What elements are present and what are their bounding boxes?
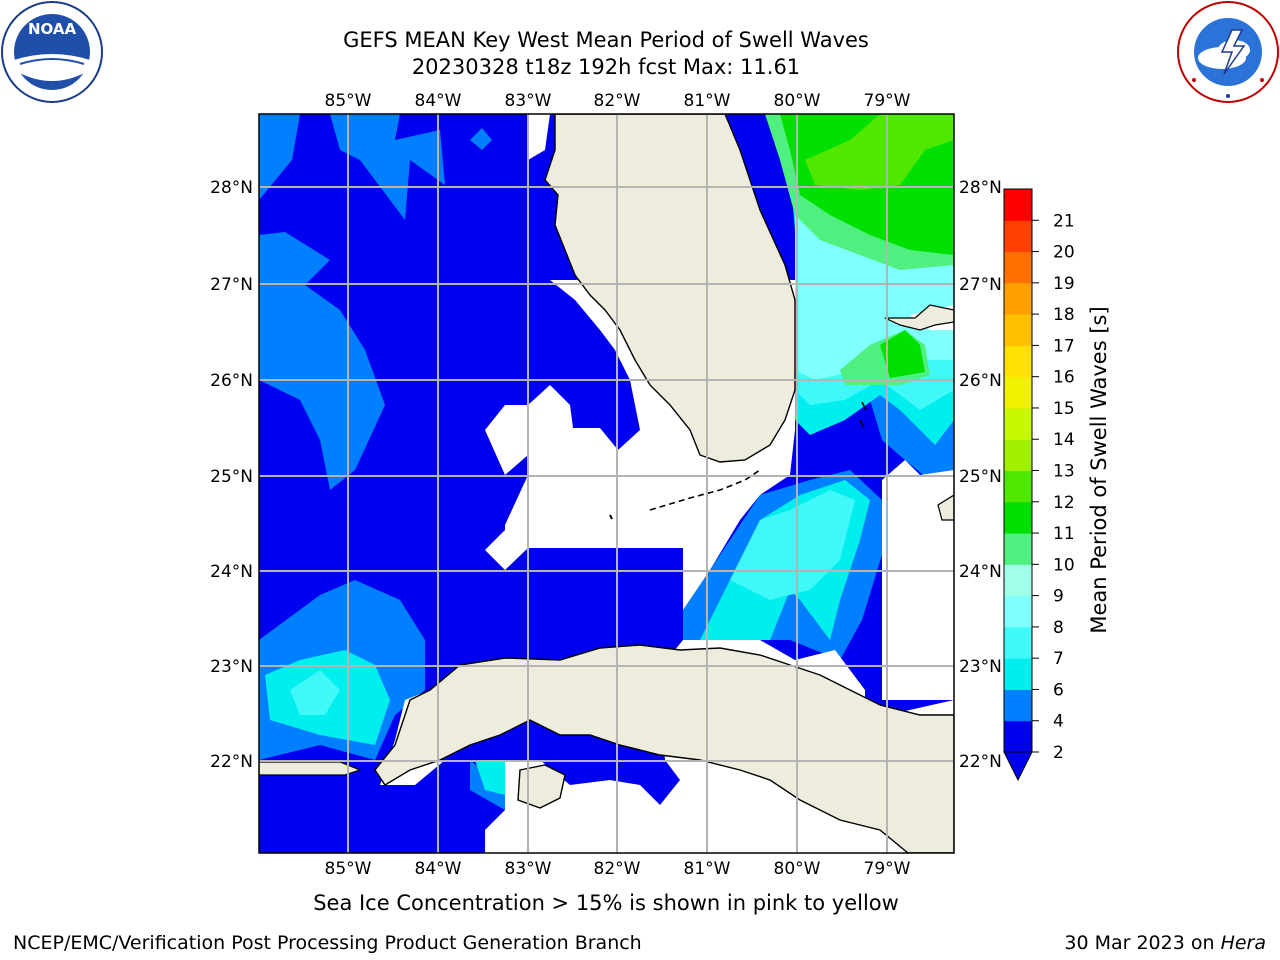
lon-label: 84°W [415, 91, 462, 111]
lat-label: 22°N [959, 752, 1002, 772]
colorbar-tick-label: 15 [1053, 399, 1075, 419]
lat-label: 25°N [959, 467, 1002, 487]
graticule [259, 114, 954, 853]
colorbar-swatch [1004, 314, 1032, 346]
colorbar-ticks: 2 4 6 7 8 9 10 11 12 13 14 15 16 17 18 19 20 21 [1032, 211, 1075, 763]
colorbar-swatch [1004, 658, 1032, 690]
isle-of-youth [517, 764, 566, 809]
colorbar-tick-label: 11 [1053, 524, 1075, 544]
lat-label: 27°N [959, 275, 1002, 295]
lat-label: 28°N [959, 178, 1002, 198]
colorbar-label: Mean Period of Swell Waves [s] [1087, 306, 1111, 633]
lon-labels-top: 85°W 84°W 83°W 82°W 81°W 80°W 79°W [325, 91, 911, 111]
colorbar-swatch [1004, 689, 1032, 722]
lon-label: 83°W [505, 91, 552, 111]
yucatan-landmass [259, 761, 362, 776]
lat-label: 23°N [959, 657, 1002, 677]
colorbar-swatch [1004, 595, 1032, 628]
colorbar-swatch [1004, 533, 1032, 565]
lon-label: 82°W [594, 859, 641, 879]
colorbar-swatch [1004, 251, 1032, 284]
colorbar-swatch [1004, 189, 1032, 221]
contour-7-8s [290, 670, 340, 715]
lon-label: 81°W [684, 91, 731, 111]
noaa-wordmark: NOAA [28, 20, 77, 38]
lon-label: 81°W [684, 859, 731, 879]
lat-label: 27°N [210, 275, 253, 295]
lat-label: 26°N [959, 371, 1002, 391]
map-frame [258, 113, 955, 854]
lon-label: 79°W [864, 859, 911, 879]
lon-label: 85°W [325, 91, 372, 111]
contour-4-6s [259, 114, 300, 200]
generation-stamp: 30 Mar 2023 on Hera [1064, 932, 1266, 954]
lon-labels-bottom: 85°W 84°W 83°W 82°W 81°W 80°W 79°W [325, 859, 911, 879]
lat-label: 26°N [210, 371, 253, 391]
colorbar-tick-label: 10 [1053, 555, 1075, 575]
contour-11-12s [805, 114, 954, 190]
machine-name: Hera [1220, 932, 1266, 954]
cuba-landmass [374, 644, 954, 853]
lat-label: 22°N [210, 752, 253, 772]
colorbar-tick-label: 21 [1053, 211, 1075, 231]
bahamas-landmass [884, 304, 954, 331]
colorbar-tick-label: 13 [1053, 462, 1075, 482]
generation-date: 30 Mar 2023 on [1064, 932, 1221, 954]
colorbar-tick-label: 7 [1053, 649, 1064, 669]
masked-nodata [528, 114, 550, 160]
colorbar-swatch [1004, 626, 1032, 659]
colorbar-extend-arrow [1003, 751, 1033, 782]
colorbar-tick-label: 17 [1053, 336, 1075, 356]
colorbar-swatch [1004, 470, 1032, 503]
sea-ice-note: Sea Ice Concentration > 15% is shown in … [313, 891, 899, 915]
lon-label: 83°W [505, 859, 552, 879]
producer-credit: NCEP/EMC/Verification Post Processing Pr… [13, 932, 642, 954]
lat-labels-right: 28°N 27°N 26°N 25°N 24°N 23°N 22°N [959, 178, 1002, 772]
colorbar-tick-label: 8 [1053, 618, 1064, 638]
colorbar-tick-label: 14 [1053, 430, 1075, 450]
colorbar-tick-label: 18 [1053, 305, 1075, 325]
swell-period-field [259, 114, 954, 853]
map-title: GEFS MEAN Key West Mean Period of Swell … [343, 28, 869, 52]
colorbar-swatches [1004, 189, 1032, 753]
colorbar-tick-label: 16 [1053, 368, 1075, 388]
colorbar-swatch [1004, 220, 1032, 253]
colorbar-tick-label: 9 [1053, 587, 1064, 607]
lon-label: 85°W [325, 859, 372, 879]
lat-label: 23°N [210, 657, 253, 677]
lon-label: 84°W [415, 859, 462, 879]
colorbar-tick-label: 12 [1053, 493, 1075, 513]
lat-label: 28°N [210, 178, 253, 198]
lat-label: 25°N [210, 467, 253, 487]
lat-label: 24°N [210, 562, 253, 582]
forecast-subtitle: 20230328 t18z 192h fcst Max: 11.61 [411, 55, 801, 79]
nws-logo [1177, 1, 1279, 103]
colorbar-swatch [1004, 345, 1032, 378]
lon-label: 80°W [774, 859, 821, 879]
colorbar-tick-label: 19 [1053, 274, 1075, 294]
lat-labels-left: 28°N 27°N 26°N 25°N 24°N 23°N 22°N [210, 178, 253, 772]
lon-label: 80°W [774, 91, 821, 111]
colorbar-tick-label: 20 [1053, 243, 1075, 263]
colorbar-swatch [1004, 720, 1032, 753]
colorbar-swatch [1004, 564, 1032, 597]
colorbar-swatch [1004, 439, 1032, 471]
noaa-logo: NOAA [1, 1, 103, 103]
florida-keys [609, 514, 613, 520]
lon-label: 82°W [594, 91, 641, 111]
florida-landmass [544, 114, 796, 463]
lon-label: 79°W [864, 91, 911, 111]
colorbar-tick-label: 6 [1053, 680, 1064, 700]
colorbar-swatch [1004, 501, 1032, 534]
lat-label: 24°N [959, 562, 1002, 582]
colorbar: 2 4 6 7 8 9 10 11 12 13 14 15 16 17 18 19 20 21 Mean Peri… [1003, 188, 1111, 782]
colorbar-tick-label: 2 [1053, 743, 1064, 763]
colorbar-swatch [1004, 376, 1032, 409]
colorbar-swatch [1004, 407, 1032, 440]
colorbar-tick-label: 4 [1053, 712, 1064, 732]
colorbar-swatch [1004, 282, 1032, 315]
